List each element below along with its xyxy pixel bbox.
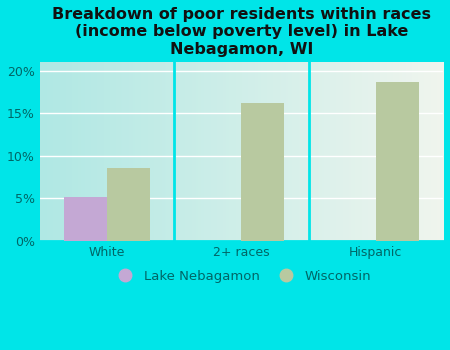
Bar (241, 103, 284, 241)
Title: Breakdown of poor residents within races
(income below poverty level) in Lake
Ne: Breakdown of poor residents within races… (52, 7, 431, 57)
Bar (376, 82, 419, 241)
Bar (107, 168, 150, 241)
Legend: Lake Nebagamon, Wisconsin: Lake Nebagamon, Wisconsin (107, 264, 376, 288)
Bar (64, 197, 107, 241)
